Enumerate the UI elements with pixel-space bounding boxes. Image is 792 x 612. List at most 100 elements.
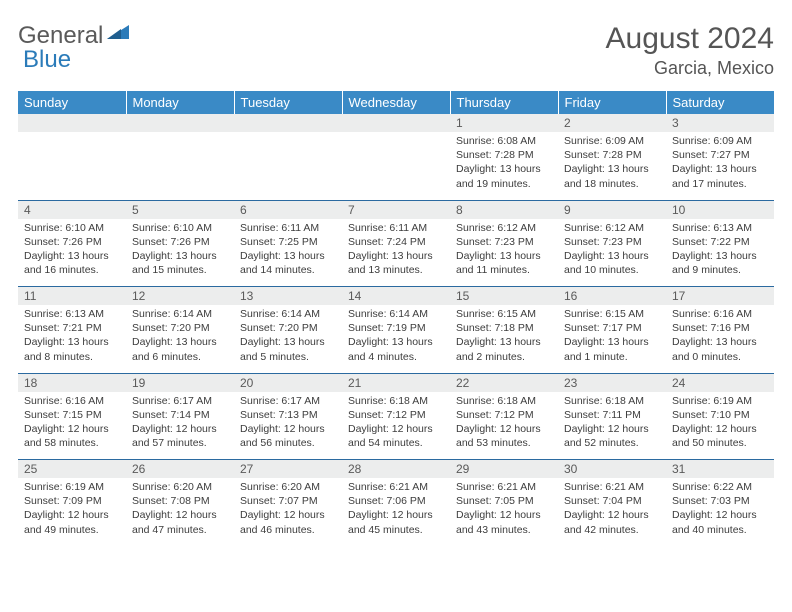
week-number-row: 11121314151617	[18, 287, 774, 306]
day-number-cell: 19	[126, 373, 234, 392]
sunrise-line: Sunrise: 6:14 AM	[132, 307, 228, 321]
day-number-cell: 17	[666, 287, 774, 306]
sunrise-line: Sunrise: 6:20 AM	[132, 480, 228, 494]
day-number-cell: 10	[666, 200, 774, 219]
sunset-line: Sunset: 7:19 PM	[348, 321, 444, 335]
week-number-row: 25262728293031	[18, 460, 774, 479]
sunset-line: Sunset: 7:16 PM	[672, 321, 768, 335]
day-number-cell: 1	[450, 114, 558, 132]
day-detail-cell: Sunrise: 6:10 AMSunset: 7:26 PMDaylight:…	[18, 219, 126, 287]
sunset-line: Sunset: 7:21 PM	[24, 321, 120, 335]
daylight-line: Daylight: 12 hours and 54 minutes.	[348, 422, 444, 450]
day-number-cell: 9	[558, 200, 666, 219]
day-number-cell	[126, 114, 234, 132]
day-number-cell: 25	[18, 460, 126, 479]
day-number-cell: 21	[342, 373, 450, 392]
day-detail-cell: Sunrise: 6:13 AMSunset: 7:22 PMDaylight:…	[666, 219, 774, 287]
daylight-line: Daylight: 13 hours and 4 minutes.	[348, 335, 444, 363]
sunrise-line: Sunrise: 6:08 AM	[456, 134, 552, 148]
weekday-header: Wednesday	[342, 91, 450, 114]
sunrise-line: Sunrise: 6:13 AM	[672, 221, 768, 235]
sunrise-line: Sunrise: 6:10 AM	[132, 221, 228, 235]
sunset-line: Sunset: 7:03 PM	[672, 494, 768, 508]
sunrise-line: Sunrise: 6:12 AM	[456, 221, 552, 235]
daylight-line: Daylight: 13 hours and 19 minutes.	[456, 162, 552, 190]
day-detail-cell: Sunrise: 6:12 AMSunset: 7:23 PMDaylight:…	[450, 219, 558, 287]
week-detail-row: Sunrise: 6:16 AMSunset: 7:15 PMDaylight:…	[18, 392, 774, 460]
day-number-cell: 20	[234, 373, 342, 392]
sunset-line: Sunset: 7:20 PM	[132, 321, 228, 335]
sunrise-line: Sunrise: 6:11 AM	[240, 221, 336, 235]
day-detail-cell: Sunrise: 6:19 AMSunset: 7:09 PMDaylight:…	[18, 478, 126, 546]
sunrise-line: Sunrise: 6:16 AM	[672, 307, 768, 321]
day-number-cell: 8	[450, 200, 558, 219]
daylight-line: Daylight: 13 hours and 10 minutes.	[564, 249, 660, 277]
daylight-line: Daylight: 12 hours and 58 minutes.	[24, 422, 120, 450]
sunrise-line: Sunrise: 6:11 AM	[348, 221, 444, 235]
sunset-line: Sunset: 7:04 PM	[564, 494, 660, 508]
sunrise-line: Sunrise: 6:16 AM	[24, 394, 120, 408]
week-number-row: 18192021222324	[18, 373, 774, 392]
day-number-cell: 12	[126, 287, 234, 306]
sunset-line: Sunset: 7:10 PM	[672, 408, 768, 422]
day-number-cell: 15	[450, 287, 558, 306]
sunset-line: Sunset: 7:20 PM	[240, 321, 336, 335]
calendar-table: Sunday Monday Tuesday Wednesday Thursday…	[18, 91, 774, 546]
day-number-cell	[18, 114, 126, 132]
day-detail-cell: Sunrise: 6:08 AMSunset: 7:28 PMDaylight:…	[450, 132, 558, 200]
sunset-line: Sunset: 7:11 PM	[564, 408, 660, 422]
sunrise-line: Sunrise: 6:19 AM	[672, 394, 768, 408]
weekday-header: Tuesday	[234, 91, 342, 114]
sunrise-line: Sunrise: 6:17 AM	[132, 394, 228, 408]
day-number-cell: 28	[342, 460, 450, 479]
sunset-line: Sunset: 7:15 PM	[24, 408, 120, 422]
day-detail-cell	[126, 132, 234, 200]
daylight-line: Daylight: 12 hours and 42 minutes.	[564, 508, 660, 536]
title-block: August 2024 Garcia, Mexico	[606, 22, 774, 79]
daylight-line: Daylight: 13 hours and 8 minutes.	[24, 335, 120, 363]
daylight-line: Daylight: 13 hours and 1 minute.	[564, 335, 660, 363]
sunrise-line: Sunrise: 6:14 AM	[240, 307, 336, 321]
day-detail-cell: Sunrise: 6:09 AMSunset: 7:27 PMDaylight:…	[666, 132, 774, 200]
day-detail-cell: Sunrise: 6:15 AMSunset: 7:17 PMDaylight:…	[558, 305, 666, 373]
daylight-line: Daylight: 13 hours and 6 minutes.	[132, 335, 228, 363]
sunrise-line: Sunrise: 6:22 AM	[672, 480, 768, 494]
day-number-cell: 23	[558, 373, 666, 392]
sunset-line: Sunset: 7:07 PM	[240, 494, 336, 508]
sunrise-line: Sunrise: 6:20 AM	[240, 480, 336, 494]
sunset-line: Sunset: 7:08 PM	[132, 494, 228, 508]
day-number-cell: 24	[666, 373, 774, 392]
weekday-header: Saturday	[666, 91, 774, 114]
daylight-line: Daylight: 12 hours and 40 minutes.	[672, 508, 768, 536]
logo-triangle-icon	[107, 25, 129, 41]
day-number-cell: 31	[666, 460, 774, 479]
weekday-header: Monday	[126, 91, 234, 114]
sunrise-line: Sunrise: 6:12 AM	[564, 221, 660, 235]
week-detail-row: Sunrise: 6:10 AMSunset: 7:26 PMDaylight:…	[18, 219, 774, 287]
day-detail-cell: Sunrise: 6:11 AMSunset: 7:24 PMDaylight:…	[342, 219, 450, 287]
daylight-line: Daylight: 12 hours and 53 minutes.	[456, 422, 552, 450]
sunset-line: Sunset: 7:18 PM	[456, 321, 552, 335]
sunrise-line: Sunrise: 6:14 AM	[348, 307, 444, 321]
week-detail-row: Sunrise: 6:13 AMSunset: 7:21 PMDaylight:…	[18, 305, 774, 373]
daylight-line: Daylight: 12 hours and 49 minutes.	[24, 508, 120, 536]
daylight-line: Daylight: 13 hours and 9 minutes.	[672, 249, 768, 277]
day-detail-cell: Sunrise: 6:16 AMSunset: 7:15 PMDaylight:…	[18, 392, 126, 460]
day-detail-cell: Sunrise: 6:12 AMSunset: 7:23 PMDaylight:…	[558, 219, 666, 287]
weekday-header: Sunday	[18, 91, 126, 114]
daylight-line: Daylight: 13 hours and 11 minutes.	[456, 249, 552, 277]
daylight-line: Daylight: 13 hours and 0 minutes.	[672, 335, 768, 363]
sunset-line: Sunset: 7:09 PM	[24, 494, 120, 508]
sunrise-line: Sunrise: 6:10 AM	[24, 221, 120, 235]
day-number-cell: 2	[558, 114, 666, 132]
sunrise-line: Sunrise: 6:17 AM	[240, 394, 336, 408]
sunset-line: Sunset: 7:28 PM	[564, 148, 660, 162]
day-detail-cell: Sunrise: 6:09 AMSunset: 7:28 PMDaylight:…	[558, 132, 666, 200]
location-subtitle: Garcia, Mexico	[606, 58, 774, 79]
week-detail-row: Sunrise: 6:08 AM Sunset: 7:28 PM Daylight:…	[18, 132, 774, 200]
sunset-line: Sunset: 7:12 PM	[348, 408, 444, 422]
daylight-line: Daylight: 12 hours and 46 minutes.	[240, 508, 336, 536]
sunrise-line: Sunrise: 6:15 AM	[456, 307, 552, 321]
sunset-line: Sunset: 7:26 PM	[24, 235, 120, 249]
day-number-cell: 11	[18, 287, 126, 306]
